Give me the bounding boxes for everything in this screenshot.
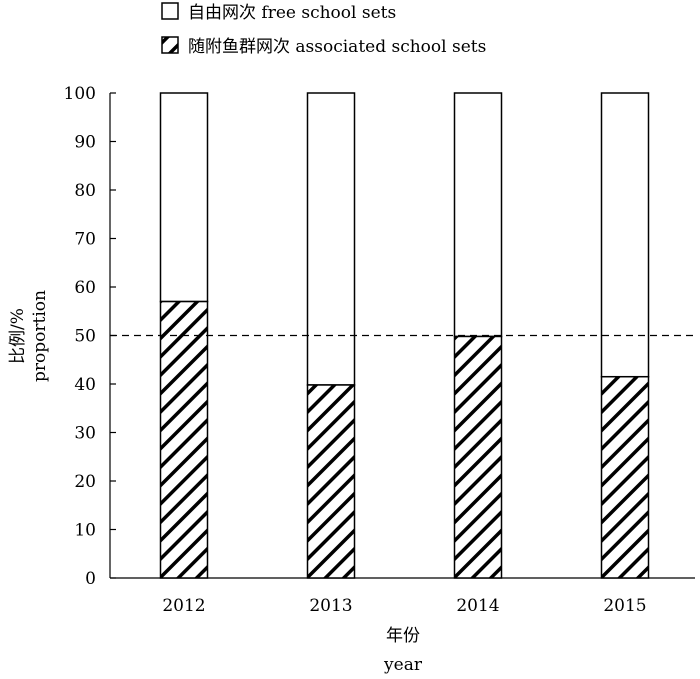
- x-tick-label: 2014: [456, 596, 499, 616]
- y-tick-label: 100: [64, 84, 96, 104]
- x-axis-title-en: year: [383, 655, 423, 675]
- legend-swatch-free: [161, 2, 179, 20]
- y-tick-label: 90: [74, 133, 96, 153]
- y-ticks: 0 10 20 30 40 50 60 70 80 90 100: [64, 84, 116, 589]
- bar-associated-2013: [306, 384, 356, 579]
- y-tick-label: 30: [74, 424, 96, 444]
- bar-associated-2012: [159, 300, 209, 579]
- y-tick-label: 50: [74, 327, 96, 347]
- y-tick-label: 80: [74, 181, 96, 201]
- y-tick-label: 70: [74, 230, 96, 250]
- bars: [159, 92, 650, 579]
- y-tick-label: 10: [74, 521, 96, 541]
- legend-swatch-associated: [161, 36, 179, 54]
- bar-free-2013: [306, 92, 356, 386]
- x-ticks: 2012 2013 2014 2015: [162, 596, 646, 616]
- legend-label-free: 自由网次 free school sets: [188, 3, 396, 23]
- bar-free-2014: [453, 92, 503, 338]
- y-tick-label: 0: [85, 569, 96, 589]
- x-tick-label: 2015: [603, 596, 646, 616]
- x-tick-label: 2012: [162, 596, 205, 616]
- bar-associated-2015: [600, 375, 650, 579]
- legend: 自由网次 free school sets 随附鱼群网次 associated …: [161, 2, 486, 57]
- y-axis-title-en: proportion: [30, 290, 50, 382]
- y-axis-title-cn: 比例/%: [8, 308, 28, 364]
- y-tick-label: 40: [74, 375, 96, 395]
- x-tick-label: 2013: [309, 596, 352, 616]
- legend-label-associated: 随附鱼群网次 associated school sets: [188, 37, 486, 57]
- bar-associated-2014: [453, 335, 503, 579]
- x-axis-title-cn: 年份: [386, 626, 420, 646]
- bar-free-2015: [600, 92, 650, 378]
- bar-free-2012: [159, 92, 209, 303]
- y-tick-label: 20: [74, 472, 96, 492]
- y-tick-label: 60: [74, 278, 96, 298]
